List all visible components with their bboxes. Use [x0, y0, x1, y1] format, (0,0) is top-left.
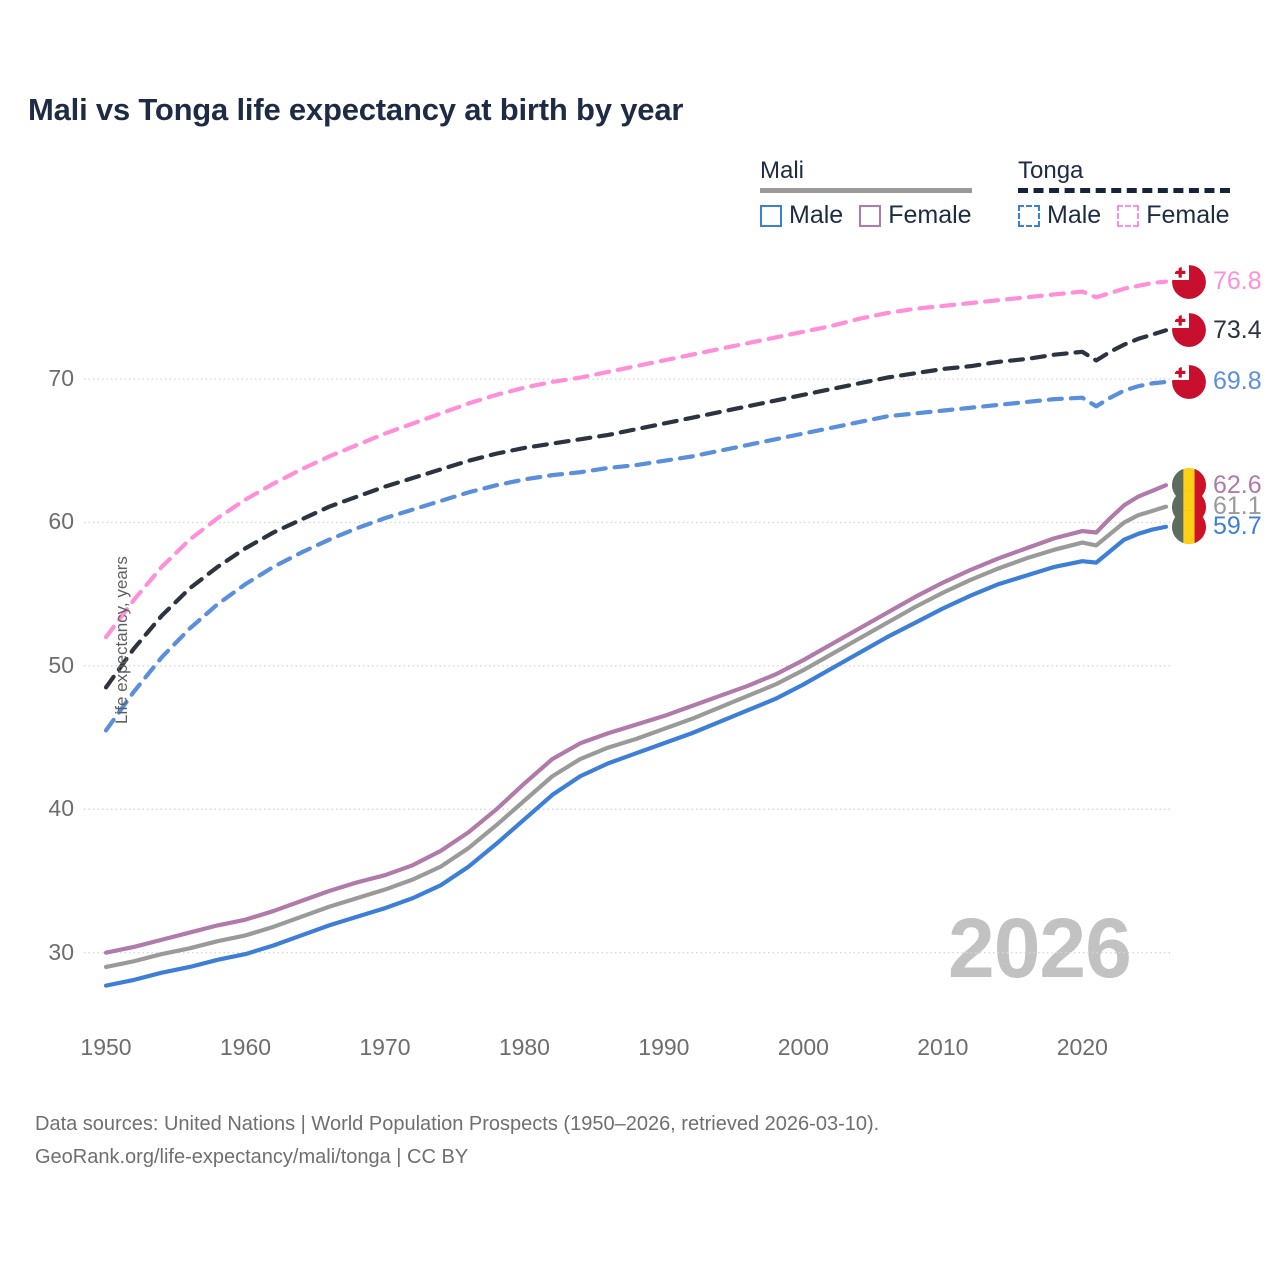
x-tick-label: 1970 [359, 1034, 411, 1060]
legend-item-mali-male[interactable]: Male [760, 203, 843, 228]
end-label-value: 69.8 [1213, 367, 1262, 396]
end-label-value: 73.4 [1213, 315, 1262, 344]
footer-line-1: Data sources: United Nations | World Pop… [35, 1113, 880, 1135]
end-label-value: 62.6 [1213, 470, 1262, 499]
legend-rule-mali [760, 188, 972, 193]
series-lines [103, 279, 1169, 988]
series-line-tonga-female [103, 279, 1169, 640]
x-tick-label: 2010 [917, 1034, 969, 1060]
legend-swatch-icon-mali-male [760, 204, 782, 227]
gridlines [84, 378, 1170, 954]
legend-group-mali: Mali Male Female [760, 158, 972, 228]
legend-swatch-icon-mali-female [859, 204, 882, 227]
end-label-tonga-female: 76.8 [1172, 264, 1262, 299]
x-tick-label: 1960 [219, 1034, 272, 1060]
end-label-tonga-overall: 69.8 [1172, 364, 1262, 399]
tonga-flag-icon [1172, 364, 1206, 399]
x-tick-label: 2000 [777, 1034, 829, 1060]
footer-line-2: GeoRank.org/life-expectancy/mali/tonga |… [35, 1146, 469, 1168]
year-watermark: 2026 [948, 901, 1132, 995]
series-line-mali-male [103, 524, 1169, 988]
legend-group-tonga: Tonga Male Female [1018, 158, 1230, 228]
legend-swatch-icon-tonga-female [1117, 204, 1140, 227]
x-tick-label: 1950 [80, 1034, 132, 1060]
series-line-tonga-overall [103, 379, 1169, 733]
tonga-flag-icon [1172, 313, 1206, 348]
legend-item-mali-female[interactable]: Female [859, 201, 972, 229]
end-label-tonga-male: 73.4 [1172, 313, 1262, 348]
x-tick-label: 2020 [1056, 1034, 1108, 1060]
y-tick-label: 30 [48, 938, 74, 965]
y-tick-label: 40 [48, 795, 74, 822]
footer-credits: Data sources: United Nations | World Pop… [35, 1108, 879, 1174]
y-tick-label: 50 [48, 651, 74, 678]
y-tick-label: 60 [48, 508, 74, 535]
legend-label-mali-male: Male [789, 201, 844, 229]
chart-legend: Mali Male Female Tonga Male [760, 158, 1260, 244]
legend-rule-tonga [1018, 188, 1230, 193]
tonga-flag-icon [1172, 264, 1206, 299]
series-line-mali-overall [103, 504, 1169, 970]
x-tick-label: 1980 [498, 1034, 550, 1060]
series-line-tonga-male [103, 328, 1169, 690]
y-axis-label: Life expectancy, years [112, 556, 131, 724]
end-label-value: 76.8 [1213, 267, 1262, 296]
page-title: Mali vs Tonga life expectancy at birth b… [28, 92, 684, 127]
legend-label-tonga-male: Male [1047, 201, 1102, 229]
legend-item-tonga-female[interactable]: Female [1117, 201, 1230, 229]
legend-item-tonga-male[interactable]: Male [1018, 203, 1101, 228]
legend-group-title-mali: Mali [760, 157, 805, 184]
legend-label-tonga-female: Female [1146, 201, 1230, 229]
end-label-mali-male: 59.7 [1172, 509, 1262, 544]
end-label-value: 61.1 [1213, 492, 1262, 521]
end-label-value: 59.7 [1213, 512, 1262, 541]
x-tick-label: 1990 [638, 1034, 690, 1060]
y-tick-label: 70 [48, 365, 74, 392]
legend-label-mali-female: Female [888, 201, 972, 229]
series-line-mali-female [103, 483, 1169, 955]
legend-group-title-tonga: Tonga [1018, 157, 1084, 184]
mali-flag-icon [1172, 509, 1206, 544]
legend-swatch-icon-tonga-male [1018, 204, 1040, 227]
